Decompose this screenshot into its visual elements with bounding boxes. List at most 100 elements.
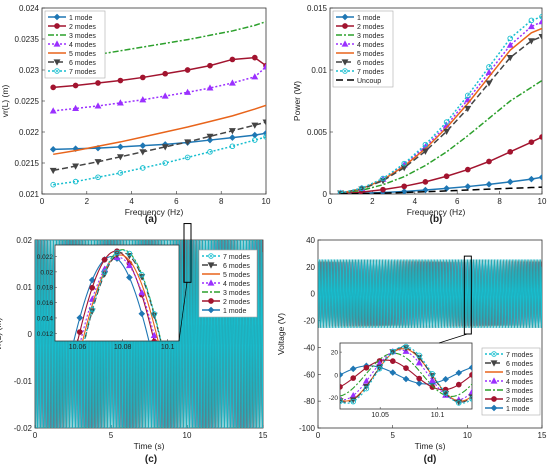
data-point bbox=[49, 107, 57, 114]
data-point bbox=[539, 134, 542, 140]
series-line-6-modes bbox=[53, 121, 266, 172]
data-point bbox=[464, 166, 471, 173]
legend-marker bbox=[54, 68, 60, 74]
y-tick-label: 20 bbox=[306, 263, 315, 272]
data-point bbox=[184, 67, 191, 73]
legend-label: Uncoup bbox=[357, 78, 381, 85]
legend-box bbox=[198, 249, 258, 318]
inset-data-point bbox=[89, 306, 95, 313]
panel-caption: (d) bbox=[424, 454, 437, 465]
data-point bbox=[229, 143, 236, 150]
y-tick-label: -0.02 bbox=[14, 424, 33, 433]
series-line-7-modes bbox=[53, 136, 266, 186]
x-axis-label: Time (s) bbox=[134, 441, 165, 451]
y-tick-label: 0.015 bbox=[307, 4, 328, 13]
data-point bbox=[95, 80, 101, 86]
legend-marker bbox=[490, 360, 498, 367]
panel-caption: (b) bbox=[430, 214, 443, 225]
plot-area bbox=[337, 13, 542, 194]
legend-label: 4 modes bbox=[69, 42, 96, 49]
legend-marker bbox=[342, 68, 348, 74]
data-point bbox=[229, 134, 236, 141]
inset-data-point bbox=[468, 364, 472, 371]
plot-area bbox=[49, 20, 266, 188]
inset-data-point bbox=[138, 310, 146, 318]
data-point bbox=[72, 104, 80, 112]
y-tick-label: 0.02 bbox=[16, 236, 32, 245]
legend-label: 5 modes bbox=[357, 51, 384, 58]
inset-data-point bbox=[428, 376, 436, 383]
data-point bbox=[465, 92, 471, 99]
inset-d: 10.05 10.1 -20 0 20 bbox=[329, 342, 473, 419]
data-point bbox=[359, 185, 365, 191]
legend-label: 5 modes bbox=[69, 51, 96, 58]
inset-x-tick-label: 10.1 bbox=[161, 344, 175, 351]
y-tick-label: 0.0225 bbox=[15, 97, 40, 106]
data-point bbox=[506, 55, 514, 62]
data-point bbox=[162, 70, 169, 77]
inset-data-point bbox=[389, 369, 397, 376]
inset-data-point bbox=[456, 400, 462, 406]
data-point bbox=[116, 99, 124, 106]
legend-label: 5 modes bbox=[506, 370, 533, 377]
legend-label: 6 modes bbox=[506, 361, 533, 368]
legend-marker bbox=[207, 306, 215, 314]
inset-data-point bbox=[442, 390, 449, 396]
inset-data-point bbox=[101, 256, 108, 263]
data-point bbox=[528, 139, 535, 146]
legend-marker bbox=[208, 298, 214, 304]
data-point bbox=[538, 33, 542, 41]
inset-data-point bbox=[76, 314, 84, 322]
panel-c: 0 5 10 15 -0.02 -0.01 0 0.01 0.02 Time (s) vr(L) (… bbox=[0, 223, 268, 451]
legend-label: 2 modes bbox=[223, 299, 250, 306]
panel-d: 0 5 10 15 -100 -80 -60 -40 -20 0 20 40 Time (s) Volta… bbox=[276, 236, 547, 451]
data-point bbox=[228, 79, 236, 86]
inset-data-point bbox=[88, 276, 96, 284]
data-point bbox=[380, 175, 386, 182]
legend-marker bbox=[490, 377, 498, 384]
data-point bbox=[94, 102, 102, 109]
data-point bbox=[262, 63, 266, 70]
legend-marker bbox=[207, 279, 215, 286]
series-wave-7-modes bbox=[318, 259, 542, 329]
inset-data-point bbox=[101, 269, 108, 275]
inset-y-tick-label: 0 bbox=[334, 372, 338, 379]
data-point bbox=[380, 186, 386, 193]
inset-plot bbox=[340, 343, 472, 406]
data-point bbox=[443, 185, 450, 192]
inset-data-point bbox=[403, 343, 409, 350]
data-point bbox=[139, 149, 147, 156]
zoom-connector bbox=[178, 282, 188, 342]
legend: 1 mode 2 modes 3 modes 4 modes 5 modes 6 mode… bbox=[44, 10, 106, 79]
inset-data-point bbox=[363, 385, 370, 392]
inset-data-point bbox=[126, 274, 133, 281]
inset-c: 10.06 10.08 10.1 0.012 0.014 0.016 0.018 0.02 0.… bbox=[37, 244, 180, 351]
x-tick-label: 2 bbox=[85, 197, 90, 206]
series-line-3-modes bbox=[340, 79, 542, 194]
inset-y-tick-label: 0.018 bbox=[37, 285, 54, 292]
y-tick-label: 0.01 bbox=[16, 283, 32, 292]
data-point bbox=[528, 175, 535, 183]
legend-label: 3 modes bbox=[69, 33, 96, 40]
data-point bbox=[506, 41, 514, 48]
inset-y-tick-label: 0.016 bbox=[37, 300, 54, 307]
inset-data-point bbox=[89, 284, 96, 291]
legend-label: 1 mode bbox=[69, 15, 92, 22]
x-tick-label: 15 bbox=[538, 431, 547, 440]
data-point bbox=[251, 54, 258, 61]
x-axis-label: Time (s) bbox=[415, 441, 446, 451]
data-point bbox=[49, 167, 57, 175]
inset-data-point bbox=[340, 398, 344, 405]
data-point bbox=[251, 73, 259, 80]
data-point bbox=[528, 17, 535, 24]
data-point bbox=[116, 154, 124, 161]
inset-x-tick-label: 10.08 bbox=[114, 344, 132, 351]
data-point bbox=[161, 144, 169, 151]
legend-label: 6 modes bbox=[223, 263, 250, 270]
data-point bbox=[206, 84, 214, 91]
inset-data-point bbox=[402, 375, 410, 383]
legend-marker bbox=[207, 262, 215, 269]
inset-y-tick-label: 0.022 bbox=[37, 254, 54, 261]
data-point bbox=[139, 142, 147, 149]
